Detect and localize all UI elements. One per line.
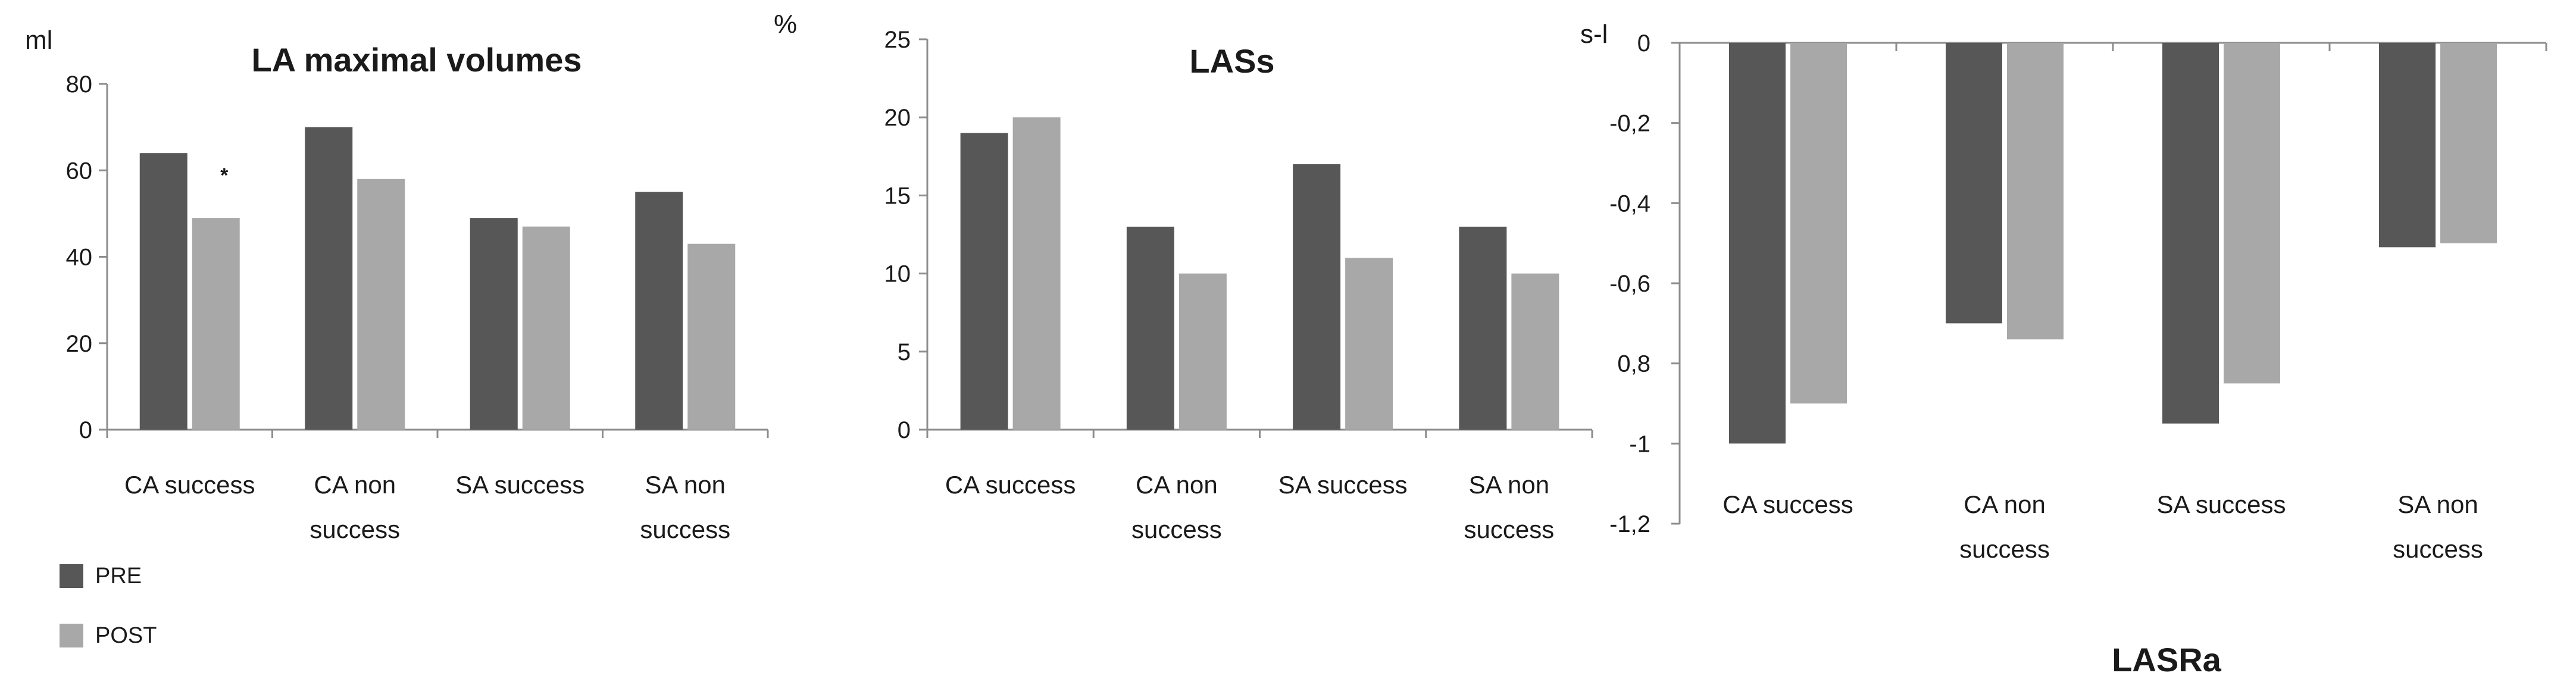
bar-post bbox=[1012, 117, 1061, 430]
y-tick-label: 0 bbox=[898, 417, 911, 443]
bar-post bbox=[687, 243, 736, 430]
bar-post bbox=[1511, 273, 1559, 430]
y-tick-label: 20 bbox=[884, 105, 911, 131]
y-tick-label: 10 bbox=[884, 261, 911, 287]
chart-title: LASRa bbox=[2112, 641, 2221, 678]
category-label: success bbox=[1464, 515, 1555, 543]
category-label: CA success bbox=[124, 471, 255, 499]
y-axis-unit: % bbox=[774, 10, 797, 39]
chart-title: LASs bbox=[1189, 42, 1274, 80]
significance-marker: * bbox=[220, 164, 229, 187]
chart-1: 0 20 40 60 80 CA success CA non success SA succe… bbox=[25, 26, 769, 543]
y-axis-unit: s-l bbox=[1580, 20, 1608, 49]
category-label: SA success bbox=[1278, 471, 1408, 499]
category-label: success bbox=[640, 515, 730, 543]
legend: PRE POST bbox=[60, 564, 157, 648]
y-tick-label: 20 bbox=[66, 331, 93, 357]
y-tick-label: 0 bbox=[1637, 30, 1650, 57]
y-tick-label: -0,6 bbox=[1609, 271, 1650, 297]
bar-pre bbox=[2379, 43, 2436, 248]
bar-pre bbox=[1729, 43, 1786, 444]
y-tick-label: -1,2 bbox=[1609, 511, 1650, 537]
category-label: success bbox=[2393, 535, 2483, 563]
bar-pre bbox=[1946, 43, 2002, 324]
chart-2: 0 5 10 15 20 25 CA success CA non success SA succ… bbox=[774, 10, 1593, 543]
category-label: CA non bbox=[1136, 471, 1218, 499]
category-label: SA success bbox=[2156, 490, 2286, 518]
bar-post bbox=[2440, 43, 2497, 243]
y-tick-label: 25 bbox=[884, 27, 911, 53]
category-label: CA non bbox=[314, 471, 396, 499]
bar-pre bbox=[1293, 164, 1341, 430]
legend-swatch-pre bbox=[60, 564, 83, 588]
bar-pre bbox=[470, 218, 518, 430]
bar-post bbox=[357, 179, 405, 430]
y-tick-label: 80 bbox=[66, 71, 93, 98]
bar-pre bbox=[1126, 226, 1174, 430]
category-label: success bbox=[1131, 515, 1222, 543]
category-label: SA non bbox=[645, 471, 726, 499]
bar-pre bbox=[635, 192, 683, 430]
category-label: SA non bbox=[2397, 490, 2478, 518]
legend-swatch-post bbox=[60, 624, 83, 647]
y-tick-label: 60 bbox=[66, 158, 93, 184]
legend-label-post: POST bbox=[95, 623, 157, 648]
y-tick-label: 40 bbox=[66, 245, 93, 271]
y-tick-label: -0,2 bbox=[1609, 111, 1650, 137]
chart-3: 0 -0,2 -0,4 -0,6 0,8 -1 -1,2 CA success CA non su… bbox=[1580, 20, 2547, 678]
bar-pre bbox=[305, 127, 353, 430]
chart-title: LA maximal volumes bbox=[251, 41, 582, 79]
bar-pre bbox=[960, 133, 1008, 430]
category-label: success bbox=[1959, 535, 2050, 563]
bar-post bbox=[1345, 258, 1393, 430]
bar-pre bbox=[139, 153, 187, 430]
bar-post bbox=[192, 218, 240, 430]
y-tick-label: 5 bbox=[898, 339, 911, 365]
y-tick-label: 15 bbox=[884, 183, 911, 209]
bar-post bbox=[2224, 43, 2280, 384]
category-label: CA success bbox=[1722, 490, 1853, 518]
category-label: success bbox=[310, 515, 400, 543]
bar-pre bbox=[2162, 43, 2219, 424]
category-label: CA success bbox=[945, 471, 1076, 499]
category-label: SA success bbox=[455, 471, 584, 499]
bar-post bbox=[522, 226, 570, 430]
y-tick-label: -1 bbox=[1629, 431, 1650, 457]
category-label: SA non bbox=[1469, 471, 1549, 499]
category-label: CA non bbox=[1964, 490, 2046, 518]
y-tick-label: 0,8 bbox=[1617, 351, 1650, 377]
y-tick-label: -0,4 bbox=[1609, 190, 1650, 217]
bar-pre bbox=[1459, 226, 1507, 430]
bar-post bbox=[1178, 273, 1227, 430]
legend-label-pre: PRE bbox=[95, 564, 142, 589]
y-tick-label: 0 bbox=[79, 417, 92, 443]
bar-post bbox=[2007, 43, 2064, 340]
bar-post bbox=[1790, 43, 1847, 403]
y-axis-unit: ml bbox=[25, 26, 52, 55]
